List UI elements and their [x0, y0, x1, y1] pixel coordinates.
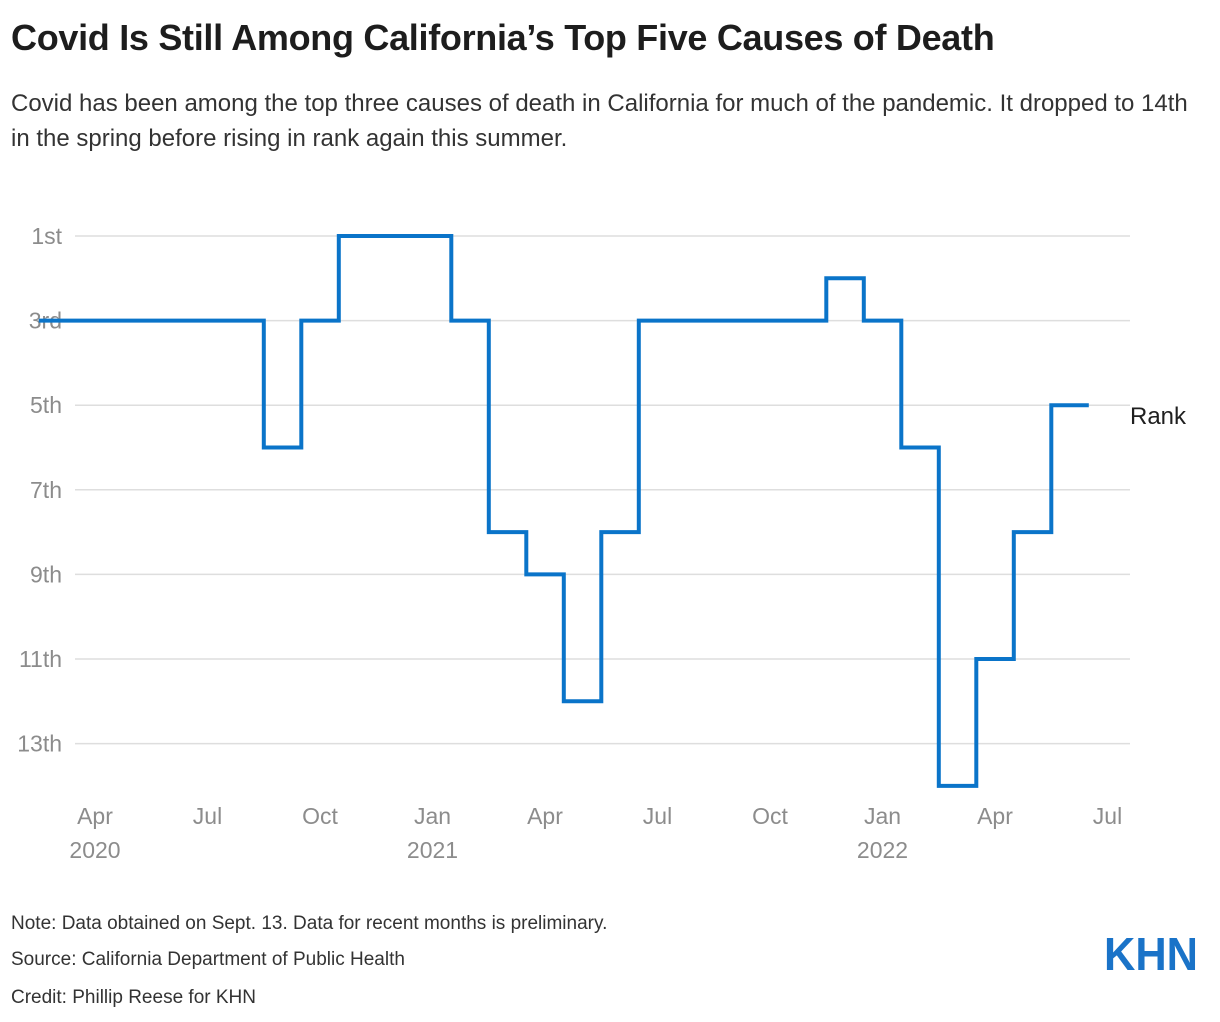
x-tick-year-label: 2022 — [857, 837, 908, 863]
y-tick-label: 11th — [19, 646, 62, 672]
x-tick-label: Jul — [1093, 803, 1122, 829]
footer-credit: Credit: Phillip Reese for KHN — [11, 987, 256, 1008]
footer-source: Source: California Department of Public … — [11, 949, 405, 970]
y-tick-label: 9th — [30, 561, 62, 587]
x-tick-label: Jul — [193, 803, 222, 829]
x-tick-label: Oct — [752, 803, 788, 829]
x-tick-label: Jul — [643, 803, 672, 829]
x-tick-label: Apr — [977, 803, 1013, 829]
x-tick-year-label: 2020 — [69, 837, 120, 863]
khn-logo-text: KHN — [1104, 930, 1198, 974]
chart-title: Covid Is Still Among California’s Top Fi… — [11, 17, 995, 58]
footer-note: Note: Data obtained on Sept. 13. Data fo… — [11, 913, 608, 934]
chart-subtitle: Covid has been among the top three cause… — [11, 90, 1188, 152]
x-tick-label: Oct — [302, 803, 338, 829]
x-axis-tick-labels: Apr 2020 Jul Oct Jan 2021 Apr Jul Oct Jan 2022 Apr J… — [69, 803, 1122, 863]
x-tick-label: Jan — [864, 803, 901, 829]
x-tick-label: Apr — [527, 803, 563, 829]
series-label-rank: Rank — [1130, 403, 1187, 430]
series-line-rank — [38, 234, 1089, 788]
y-tick-label: 7th — [30, 477, 62, 503]
y-tick-label: 1st — [31, 223, 62, 249]
x-tick-year-label: 2021 — [407, 837, 458, 863]
y-tick-label: 5th — [30, 392, 62, 418]
y-tick-label: 13th — [17, 731, 62, 757]
x-tick-label: Jan — [414, 803, 451, 829]
khn-logo: KHN — [1104, 930, 1198, 974]
x-tick-label: Apr — [77, 803, 113, 829]
series-layer: Rank — [38, 234, 1187, 788]
